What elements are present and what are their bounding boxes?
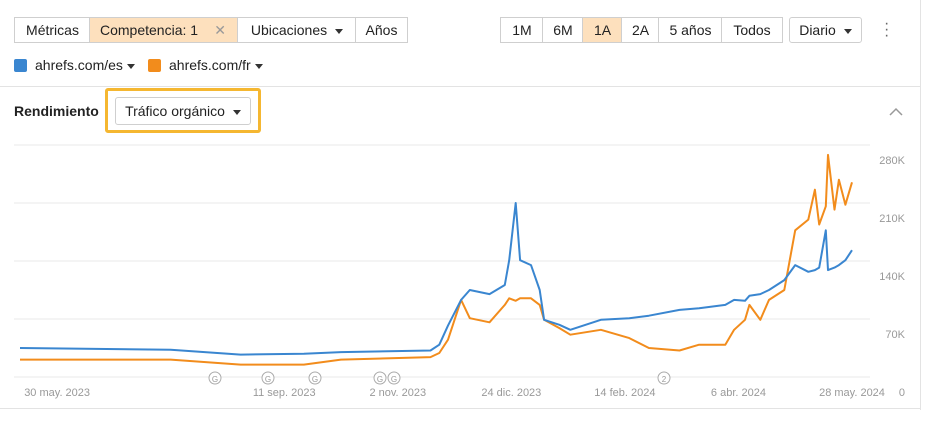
- y-tick-label: 210K: [879, 213, 905, 225]
- annotation-label: G: [212, 375, 218, 384]
- more-menu[interactable]: · · ·: [884, 15, 890, 44]
- range-button[interactable]: Todos: [721, 17, 783, 43]
- legend-label: ahrefs.com/fr: [169, 57, 251, 73]
- competition-label: Competencia: 1: [100, 22, 199, 38]
- annotation-icon: [208, 371, 222, 385]
- y-tick-label: 0: [899, 387, 905, 399]
- divider: [0, 86, 921, 87]
- annotation-icon: [308, 371, 322, 385]
- collapse-icon[interactable]: [889, 107, 903, 116]
- series-line: [20, 153, 853, 366]
- annotation-label: G: [377, 375, 383, 384]
- annotation-icon: [387, 371, 401, 385]
- x-tick-label: 28 may. 2024: [819, 387, 885, 399]
- locations-label: Ubicaciones: [250, 22, 328, 38]
- annotation-label: G: [265, 375, 271, 384]
- annotation-icon: [373, 371, 387, 385]
- metric-label: Tráfico orgánico: [125, 103, 225, 119]
- range-button[interactable]: 1M: [500, 17, 544, 43]
- legend-item[interactable]: ahrefs.com/fr: [148, 57, 263, 73]
- range-button[interactable]: 6M: [542, 17, 584, 43]
- years-button[interactable]: Años: [355, 17, 408, 43]
- annotation-label: G: [312, 375, 318, 384]
- x-tick-label: 30 may. 2023: [24, 387, 90, 399]
- border: [920, 0, 921, 410]
- locations-button[interactable]: Ubicaciones: [237, 17, 357, 43]
- highlight: [105, 88, 261, 133]
- annotation-label: G: [391, 375, 397, 384]
- x-tick-label: 6 abr. 2024: [711, 387, 766, 399]
- annotation-icon: [657, 371, 671, 385]
- annotation-label: 2: [662, 375, 667, 384]
- metric-dropdown[interactable]: Tráfico orgánico: [115, 97, 251, 125]
- section-title: Rendimiento: [14, 103, 99, 119]
- x-tick-label: 24 dic. 2023: [481, 387, 541, 399]
- x-tick-label: 2 nov. 2023: [369, 387, 426, 399]
- x-tick-label: 14 feb. 2024: [594, 387, 655, 399]
- y-tick-label: 280K: [879, 155, 905, 167]
- close-icon[interactable]: ✕: [214, 22, 226, 38]
- range-button[interactable]: 1A: [582, 17, 623, 43]
- metrics-button[interactable]: Métricas: [14, 17, 91, 43]
- y-tick-label: 70K: [885, 329, 905, 341]
- x-tick-label: 11 sep. 2023: [253, 387, 316, 399]
- divider: [0, 408, 921, 409]
- legend-label: ahrefs.com/es: [35, 57, 123, 73]
- y-tick-label: 140K: [879, 271, 905, 283]
- interval-label: Diario: [799, 22, 836, 38]
- competition-button[interactable]: Competencia: 1 ✕: [89, 17, 239, 43]
- series-line: [19, 202, 853, 356]
- range-button[interactable]: 2A: [621, 17, 660, 43]
- annotation-icon: [261, 371, 275, 385]
- legend-item[interactable]: ahrefs.com/es: [14, 57, 135, 73]
- interval-button[interactable]: Diario: [789, 17, 862, 43]
- range-button[interactable]: 5 años: [658, 17, 723, 43]
